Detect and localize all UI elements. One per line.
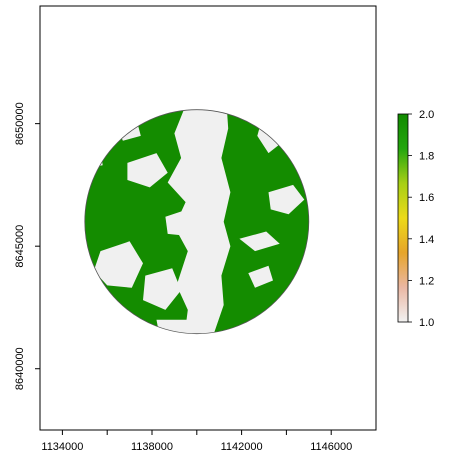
x-tick-label: 1138000 bbox=[131, 441, 173, 453]
colorbar-tick-label: 1.2 bbox=[419, 275, 434, 287]
raster-outline bbox=[84, 109, 310, 335]
x-tick-label: 1142000 bbox=[221, 441, 263, 453]
colorbar-tick-label: 1.0 bbox=[419, 317, 434, 329]
x-tick-label: 1146000 bbox=[310, 441, 352, 453]
y-tick-label: 8640000 bbox=[14, 347, 26, 390]
raster-circle bbox=[84, 109, 310, 335]
colorbar-ramp bbox=[397, 113, 409, 323]
colorbar-legend: 1.0 1.2 1.4 1.6 1.8 2.0 bbox=[397, 109, 434, 329]
grey-patch-8 bbox=[156, 319, 211, 334]
colorbar-ticks: 1.0 1.2 1.4 1.6 1.8 2.0 bbox=[408, 109, 434, 329]
grey-patch-11 bbox=[248, 265, 273, 288]
colorbar-tick-label: 1.8 bbox=[419, 151, 434, 163]
y-axis: 8640000 8645000 8650000 bbox=[14, 102, 40, 390]
colorbar-tick-label: 1.4 bbox=[419, 234, 434, 246]
grey-patch-12 bbox=[239, 231, 280, 252]
grey-patch-3 bbox=[268, 184, 305, 215]
x-axis: 1134000 1138000 1142000 1146000 bbox=[41, 430, 352, 453]
x-tick-label: 1134000 bbox=[41, 441, 83, 453]
colorbar-tick-label: 1.6 bbox=[419, 192, 434, 204]
grey-patch-5 bbox=[165, 207, 211, 237]
plot-frame bbox=[39, 5, 377, 431]
grey-patch-7 bbox=[143, 268, 182, 310]
grey-patch-6 bbox=[93, 241, 143, 288]
colorbar-tick-label: 2.0 bbox=[419, 109, 434, 121]
y-tick-label: 8645000 bbox=[14, 225, 26, 268]
y-tick-label: 8650000 bbox=[14, 102, 26, 145]
grey-patch-4 bbox=[127, 153, 168, 188]
